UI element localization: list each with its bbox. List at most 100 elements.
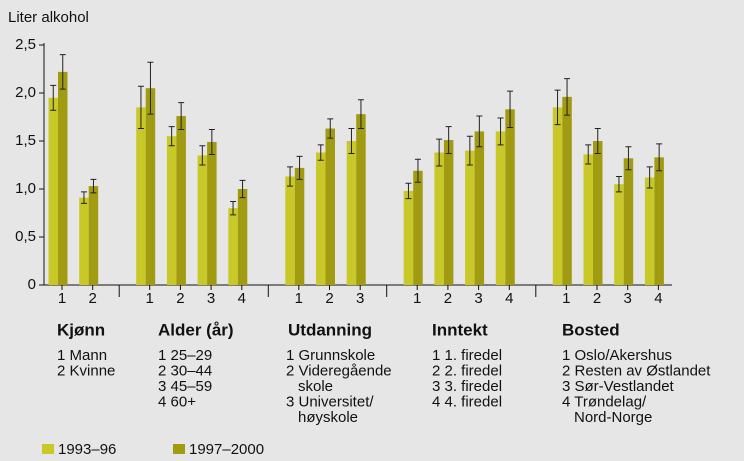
- error-bar: [497, 117, 504, 146]
- error-bar: [296, 155, 303, 180]
- error-bar: [585, 144, 592, 165]
- error-bar: [414, 158, 421, 183]
- x-tick-label: 4: [238, 290, 246, 307]
- x-tick-label: 3: [207, 290, 215, 307]
- bar: [505, 109, 515, 285]
- bar: [197, 155, 208, 285]
- x-tick-label: 3: [356, 290, 364, 307]
- bar: [294, 167, 305, 285]
- x-tick-label: 1: [562, 290, 570, 307]
- bar: [48, 97, 58, 285]
- x-tick-label: 4: [654, 290, 662, 307]
- x-tick-label: 3: [624, 290, 632, 307]
- error-bar: [436, 138, 443, 167]
- group-description: 4 60+: [158, 393, 196, 410]
- group-description: 2 Videregående: [286, 362, 392, 379]
- error-bar: [287, 166, 294, 187]
- bar: [593, 141, 603, 285]
- error-bar: [357, 99, 364, 130]
- bar: [465, 150, 475, 285]
- bar: [237, 189, 248, 285]
- bar: [562, 96, 572, 285]
- y-axis-label: Liter alkohol: [8, 9, 89, 26]
- group-description: 2 2. firedel: [432, 362, 502, 379]
- error-bar: [554, 89, 561, 126]
- y-tick-label: 1,0: [15, 180, 36, 197]
- y-tick-label: 2,5: [15, 36, 36, 53]
- group-description: 1 Mann: [57, 347, 107, 364]
- bar: [654, 157, 664, 285]
- error-bar: [594, 128, 601, 154]
- legend-swatch: [42, 444, 54, 454]
- group-description: 1 Oslo/Akershus: [562, 347, 672, 364]
- group-description: 2 Resten av Østlandet: [562, 362, 711, 379]
- legend-label: 1997–2000: [189, 441, 264, 458]
- bar: [495, 131, 506, 285]
- error-bar: [476, 115, 483, 148]
- x-tick-label: 1: [413, 290, 421, 307]
- bar: [356, 114, 366, 286]
- bar: [166, 136, 177, 285]
- error-bar: [327, 118, 334, 139]
- bar: [413, 170, 423, 285]
- error-bar: [90, 178, 97, 194]
- error-bar: [147, 61, 154, 115]
- group-description: høyskole: [298, 409, 358, 426]
- bar: [346, 141, 357, 285]
- bar: [136, 107, 146, 286]
- group-description: Nord-Norge: [574, 409, 652, 426]
- error-bar: [178, 102, 185, 130]
- group-name: Kjønn: [57, 320, 105, 339]
- bar: [552, 107, 563, 286]
- bar: [316, 152, 326, 285]
- group-description: 3 Sør-Vestlandet: [562, 378, 675, 395]
- error-bar: [405, 182, 412, 200]
- bar: [583, 154, 593, 285]
- x-tick-label: 2: [444, 290, 452, 307]
- error-bar: [239, 179, 246, 199]
- group-description: 4 4. firedel: [432, 393, 502, 410]
- legend-label: 1993–96: [58, 441, 116, 458]
- error-bar: [646, 166, 653, 189]
- x-tick-label: 1: [295, 290, 303, 307]
- error-bar: [230, 200, 237, 216]
- bar: [88, 186, 99, 285]
- error-bar: [615, 176, 622, 193]
- error-bar: [168, 126, 175, 147]
- group-description: 3 3. firedel: [432, 378, 502, 395]
- x-tick-label: 4: [505, 290, 513, 307]
- bar: [434, 152, 444, 285]
- error-bar: [564, 78, 571, 116]
- group-description: 3 45–59: [158, 378, 212, 395]
- group-description: 1 Grunnskole: [286, 347, 375, 364]
- error-bar: [317, 144, 324, 161]
- x-tick-label: 1: [58, 290, 66, 307]
- x-tick-label: 3: [474, 290, 482, 307]
- x-tick-label: 2: [176, 290, 184, 307]
- x-tick-label: 2: [593, 290, 601, 307]
- error-bar: [625, 146, 632, 171]
- bar: [403, 190, 414, 285]
- group-name: Utdanning: [288, 320, 372, 339]
- group-description: 2 30–44: [158, 362, 212, 379]
- y-tick-label: 0: [28, 276, 36, 293]
- error-bar: [507, 90, 514, 129]
- bar: [443, 140, 454, 285]
- bar: [207, 141, 217, 285]
- error-bar: [348, 128, 355, 154]
- error-bar: [199, 145, 206, 166]
- error-bar: [208, 128, 215, 155]
- x-tick-label: 2: [89, 290, 97, 307]
- group-description: 3 Universitet/: [286, 393, 374, 410]
- error-bar: [80, 191, 87, 204]
- group-name: Inntekt: [432, 320, 488, 339]
- x-tick-label: 1: [146, 290, 154, 307]
- y-tick-label: 0,5: [15, 228, 36, 245]
- bar: [325, 128, 335, 285]
- group-name: Alder (år): [158, 320, 234, 339]
- group-name: Bosted: [562, 320, 620, 339]
- group-description: skole: [298, 378, 333, 395]
- y-tick-label: 2,0: [15, 84, 36, 101]
- error-bar: [59, 54, 66, 90]
